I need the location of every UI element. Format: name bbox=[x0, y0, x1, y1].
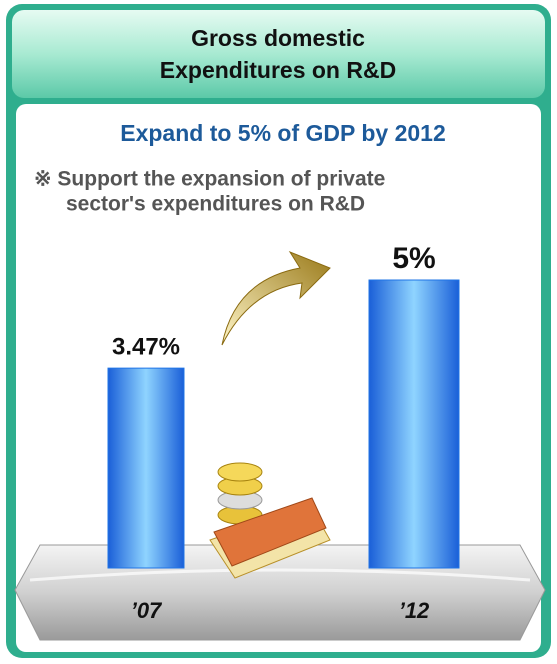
bankbook bbox=[209, 497, 331, 579]
x-tick-label: ’12 bbox=[399, 598, 430, 623]
value-label: 3.47% bbox=[112, 333, 180, 360]
chart-title: Gross domestic bbox=[191, 25, 365, 51]
x-tick-label: ’07 bbox=[131, 598, 163, 623]
bar bbox=[107, 367, 185, 569]
coins bbox=[217, 462, 263, 525]
subtitle: Expand to 5% of GDP by 2012 bbox=[120, 120, 446, 146]
platform bbox=[14, 544, 546, 641]
value-label: 5% bbox=[392, 242, 435, 275]
header bbox=[12, 10, 545, 98]
arrow bbox=[221, 250, 331, 346]
platform-shine bbox=[29, 568, 531, 582]
note: ※ Support the expansion of private bbox=[34, 168, 385, 191]
bar bbox=[368, 279, 460, 569]
note: sector's expenditures on R&D bbox=[66, 193, 365, 216]
chart-title: Expenditures on R&D bbox=[160, 57, 396, 83]
